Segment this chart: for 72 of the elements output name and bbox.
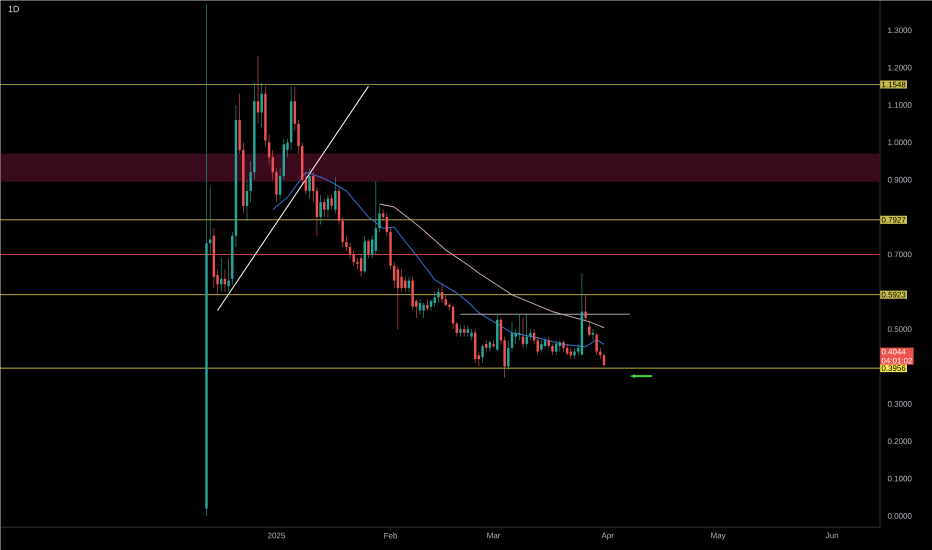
candlestick xyxy=(319,194,322,225)
candlestick xyxy=(356,258,359,270)
candlestick xyxy=(275,168,278,202)
candlestick xyxy=(268,134,270,165)
candlestick xyxy=(452,304,454,330)
candlestick xyxy=(536,336,539,356)
candlestick xyxy=(360,254,362,278)
candlestick xyxy=(334,177,337,214)
candlestick xyxy=(256,56,260,124)
candlestick xyxy=(382,209,384,222)
candlestick xyxy=(566,344,568,356)
candlestick xyxy=(532,328,536,344)
candlestick xyxy=(220,258,222,292)
candlestick xyxy=(456,321,458,337)
candlestick xyxy=(352,250,355,266)
candlestick xyxy=(224,269,226,292)
candlestick xyxy=(485,340,488,352)
candlestick xyxy=(294,86,296,132)
candlestick xyxy=(304,172,308,195)
candlestick xyxy=(525,314,528,348)
candlestick xyxy=(459,325,462,337)
candlestick xyxy=(554,340,558,356)
candlestick xyxy=(396,265,400,330)
candlestick xyxy=(573,347,576,360)
candlestick xyxy=(444,295,447,307)
candlestick xyxy=(433,291,436,307)
candlestick xyxy=(481,344,484,364)
candlestick xyxy=(312,172,314,202)
candlestick xyxy=(592,328,594,341)
candlestick xyxy=(500,318,502,344)
candlestick xyxy=(227,258,230,292)
candlestick xyxy=(466,325,470,337)
candlestick xyxy=(345,235,348,251)
candlestick xyxy=(392,262,396,288)
candlestick xyxy=(341,216,344,248)
candlestick xyxy=(260,82,263,128)
candlestick xyxy=(326,194,330,218)
candlestick xyxy=(208,186,212,255)
candlestick xyxy=(426,298,429,311)
candlestick xyxy=(540,340,543,352)
chart-title: 1D xyxy=(8,6,19,12)
candlestick xyxy=(514,328,517,344)
candlestick xyxy=(595,332,598,356)
candlestick xyxy=(437,288,440,304)
candlestick xyxy=(308,168,311,199)
candlestick xyxy=(548,336,550,348)
candlestick xyxy=(599,347,602,360)
candlestick xyxy=(544,336,546,348)
candlestick xyxy=(408,276,410,292)
candlestick xyxy=(488,340,492,352)
candlestick xyxy=(584,295,587,322)
candlestick xyxy=(330,194,333,210)
candlestick xyxy=(272,149,274,180)
candlestick xyxy=(529,328,532,341)
candlestick xyxy=(588,321,590,337)
candlestick xyxy=(440,284,444,304)
candlestick xyxy=(374,180,378,255)
candlestick xyxy=(386,212,388,236)
candlestick xyxy=(348,242,352,258)
candlestick xyxy=(367,239,370,258)
candlestick xyxy=(323,198,326,218)
candlestick xyxy=(404,276,406,292)
candlestick xyxy=(400,269,403,292)
candlestick xyxy=(518,314,521,341)
candlestick xyxy=(558,340,562,352)
candlestick xyxy=(249,160,252,202)
line-series xyxy=(378,203,604,328)
candlestick xyxy=(422,302,425,318)
candlestick xyxy=(570,347,572,360)
candlestick xyxy=(278,168,282,199)
candlestick xyxy=(462,325,466,337)
candlestick xyxy=(507,340,510,370)
